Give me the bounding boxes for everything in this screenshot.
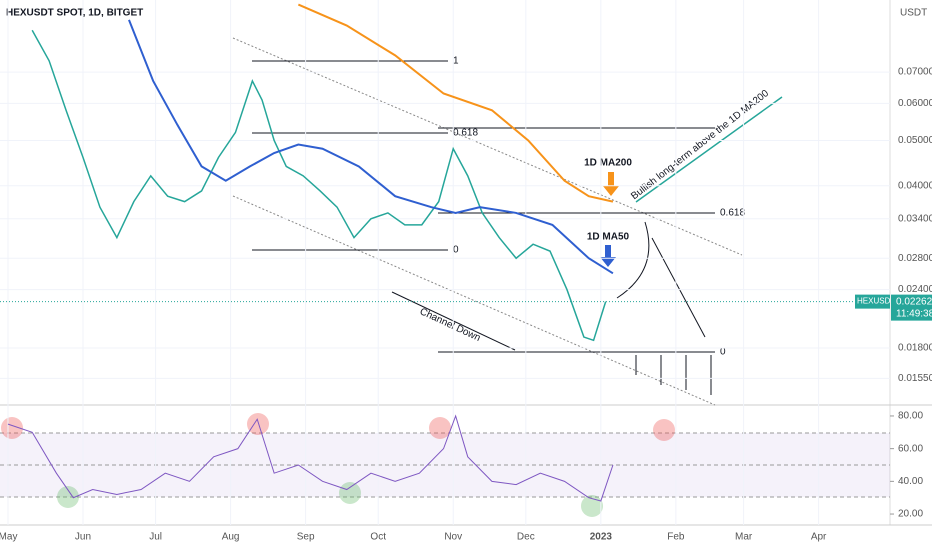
x-tick-label: Oct	[370, 532, 386, 543]
bull-arrow	[635, 96, 783, 203]
rsi-tick-label: 60.00	[898, 443, 923, 454]
fib-label: 0	[720, 347, 726, 358]
fib-label: 0.618	[720, 208, 745, 219]
y-tick-label: 0.07000	[898, 67, 932, 78]
y-tick-label: 0.04000	[898, 180, 932, 191]
price-tag-countdown: 11:49:38	[896, 308, 932, 319]
ma200-arrow	[603, 172, 619, 196]
fib-label: 1	[453, 56, 459, 67]
arrow	[635, 355, 712, 395]
arrow	[616, 221, 650, 299]
y-tick-label: 0.05000	[898, 135, 932, 146]
fib-label: 0	[453, 245, 459, 256]
circle	[247, 413, 269, 435]
rsi-tick-label: 80.00	[898, 411, 923, 422]
x-tick-label: Nov	[444, 532, 462, 543]
x-tick-label: Aug	[222, 532, 240, 543]
highlight-circles	[1, 413, 675, 517]
price-tag-name: HEXUSDT	[857, 297, 895, 306]
x-tick-label: Feb	[667, 532, 685, 543]
price-tag-value: 0.02262	[896, 296, 932, 307]
fib-label: 0.618	[453, 128, 478, 139]
channel-bottom	[232, 195, 716, 406]
rsi-tick-label: 40.00	[898, 476, 923, 487]
circle	[653, 419, 675, 441]
y-tick-label: 0.06000	[898, 98, 932, 109]
arrow	[651, 237, 706, 338]
circle	[1, 417, 23, 439]
price-tag	[891, 294, 932, 321]
x-tick-label: Jul	[149, 532, 162, 543]
x-tick-label: Dec	[517, 532, 535, 543]
chart-title: HEXUSDT SPOT, 1D, BITGET	[6, 8, 143, 19]
x-tick-label: Apr	[811, 532, 827, 543]
x-tick-label: Mar	[735, 532, 753, 543]
y-tick-label: 0.03400	[898, 213, 932, 224]
fib-lines	[252, 60, 715, 353]
circle	[429, 417, 451, 439]
x-tick-label: May	[0, 532, 17, 543]
y-tick-label: 0.01550	[898, 373, 932, 384]
x-tick-label: Sep	[297, 532, 315, 543]
rsi-line	[7, 414, 614, 502]
ma50-arrow	[600, 245, 616, 267]
x-tick-label: 2023	[590, 532, 613, 543]
ma-line	[128, 19, 614, 275]
y-tick-label: 0.02800	[898, 253, 932, 264]
ma200-label: 1D MA200	[584, 158, 632, 169]
x-tick-label: Jun	[75, 532, 91, 543]
price-line	[31, 29, 607, 342]
circle	[339, 482, 361, 504]
ma50-label: 1D MA50	[587, 232, 630, 243]
y-tick-label: 0.01800	[898, 343, 932, 354]
y-tick-label: 0.02400	[898, 284, 932, 295]
price-tag	[855, 294, 890, 309]
rsi-tick-label: 20.00	[898, 509, 923, 520]
rsi-bounds	[0, 432, 890, 498]
circle	[57, 486, 79, 508]
axis-unit: USDT	[900, 8, 927, 19]
ma-line	[297, 3, 614, 203]
